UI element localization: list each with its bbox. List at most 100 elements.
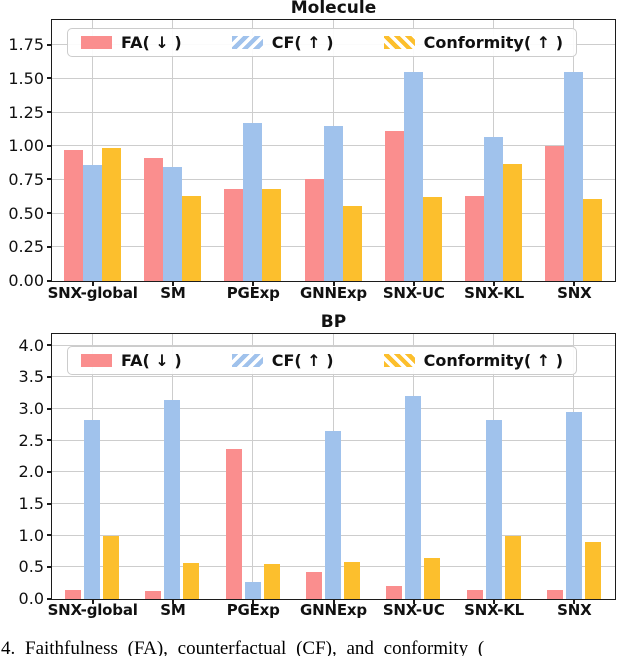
x-tick-mark: [493, 282, 496, 286]
bar-bp-fa-snx-kl: [466, 589, 483, 599]
y-tick-label: 1.0: [18, 525, 44, 545]
y-tick-label: 2.5: [18, 430, 44, 450]
x-tick-mark: [171, 600, 174, 604]
bar-bp-cf-snx-global: [84, 419, 101, 599]
x-tick-mark: [91, 600, 94, 604]
legend-item-cf: CF( ↑ ): [231, 33, 334, 52]
x-tick-label-snx: SNX: [557, 284, 592, 302]
y-tick-mark: [47, 77, 51, 80]
y-tick-label: 1.00: [8, 136, 44, 156]
bar-molecule-conformity-sm: [181, 196, 201, 281]
x-tick-label-snx-global: SNX-global: [47, 601, 138, 619]
bar-molecule-fa-gnnexp: [304, 178, 324, 281]
y-tick-mark: [47, 245, 51, 248]
y-tick-mark: [47, 565, 51, 568]
bar-bp-conformity-sm: [183, 562, 200, 599]
bar-bp-fa-snx: [546, 589, 563, 599]
x-tick-label-snx: SNX: [557, 601, 592, 619]
y-tick-mark: [47, 144, 51, 147]
gridline-horizontal: [52, 376, 615, 378]
y-tick-label: 0.75: [8, 169, 44, 189]
legend: FA( ↓ ) CF( ↑ ) Conformity( ↑ ): [67, 346, 577, 375]
x-tick-mark: [573, 282, 576, 286]
bar-bp-fa-pgexp: [225, 448, 242, 599]
x-tick-label-sm: SM: [160, 284, 186, 302]
gridline-vertical: [91, 20, 93, 281]
y-tick-mark: [47, 597, 51, 600]
bar-molecule-conformity-snx-uc: [422, 197, 442, 281]
bar-bp-cf-snx-uc: [405, 396, 422, 599]
x-tick-label-snx-uc: SNX-UC: [382, 284, 445, 302]
legend-swatch-cf: [231, 36, 263, 49]
legend-item-fa: FA( ↓ ): [81, 351, 182, 370]
bar-molecule-cf-snx-kl: [484, 136, 504, 281]
x-tick-label-snx-kl: SNX-KL: [464, 284, 525, 302]
bar-molecule-fa-snx-uc: [384, 131, 404, 281]
x-tick-label-pgexp: PGExp: [226, 601, 280, 619]
x-tick-mark: [171, 282, 174, 286]
y-tick-label: 0.25: [8, 237, 44, 257]
bar-bp-fa-sm: [145, 590, 162, 599]
chart-title-bp: BP: [320, 312, 347, 332]
bar-bp-cf-pgexp: [244, 581, 261, 599]
legend-label-conformity: Conformity( ↑ ): [423, 33, 563, 52]
y-tick-mark: [47, 407, 51, 410]
y-tick-mark: [47, 502, 51, 505]
y-tick-label: 0.0: [18, 589, 44, 608]
bar-molecule-conformity-snx-global: [101, 147, 121, 281]
x-tick-label-sm: SM: [160, 601, 186, 619]
bar-molecule-conformity-snx: [583, 198, 603, 281]
bar-bp-cf-snx-kl: [485, 419, 502, 599]
bar-molecule-conformity-snx-kl: [503, 163, 523, 281]
x-tick-label-snx-global: SNX-global: [47, 284, 138, 302]
bar-molecule-cf-pgexp: [243, 123, 263, 281]
legend-label-cf: CF( ↑ ): [271, 33, 334, 52]
y-tick-label: 0.5: [18, 557, 44, 577]
chart-title-molecule: Molecule: [290, 0, 377, 18]
bar-molecule-conformity-pgexp: [262, 189, 282, 281]
x-tick-mark: [573, 600, 576, 604]
bar-bp-cf-gnnexp: [325, 431, 341, 599]
y-tick-label: 2.0: [18, 462, 44, 482]
bar-bp-conformity-pgexp: [263, 564, 280, 599]
bar-molecule-cf-snx-global: [82, 165, 102, 281]
bar-molecule-fa-snx-global: [63, 150, 83, 281]
legend-item-conformity: Conformity( ↑ ): [383, 33, 563, 52]
x-tick-mark: [332, 282, 335, 286]
molecule-plot-area: FA( ↓ ) CF( ↑ ) Conformity( ↑ ): [51, 19, 616, 282]
legend-label-cf: CF( ↑ ): [271, 351, 334, 370]
gridline-horizontal: [52, 344, 615, 346]
y-tick-mark: [47, 178, 51, 181]
bar-bp-fa-snx-uc: [386, 586, 403, 599]
y-tick-label: 4.0: [18, 335, 44, 355]
legend-label-fa: FA( ↓ ): [121, 33, 182, 52]
bar-bp-cf-snx: [565, 412, 582, 599]
legend-swatch-conformity: [383, 354, 415, 367]
x-tick-mark: [91, 282, 94, 286]
bar-bp-cf-sm: [164, 399, 181, 599]
x-tick-label-snx-kl: SNX-KL: [464, 601, 525, 619]
x-tick-label-gnnexp: GNNExp: [300, 601, 367, 619]
x-tick-label-gnnexp: GNNExp: [300, 284, 367, 302]
y-tick-mark: [47, 111, 51, 114]
bar-molecule-fa-pgexp: [224, 189, 244, 281]
x-tick-mark: [332, 600, 335, 604]
y-tick-mark: [47, 534, 51, 537]
y-tick-mark: [47, 43, 51, 46]
bar-bp-conformity-snx: [584, 542, 601, 599]
gridline-horizontal: [52, 408, 615, 410]
x-tick-mark: [252, 282, 255, 286]
y-tick-label: 1.25: [8, 102, 44, 122]
legend-item-cf: CF( ↑ ): [231, 351, 334, 370]
bar-molecule-fa-snx: [545, 146, 565, 281]
bar-molecule-fa-sm: [143, 158, 163, 281]
y-tick-label: 1.75: [8, 35, 44, 55]
gridline-horizontal: [52, 77, 615, 79]
y-tick-mark: [47, 212, 51, 215]
bar-bp-conformity-snx-uc: [424, 557, 441, 599]
bp-plot-area: FA( ↓ ) CF( ↑ ) Conformity( ↑ ): [51, 333, 616, 600]
y-tick-mark: [47, 344, 51, 347]
y-tick-label: 1.50: [8, 68, 44, 88]
bar-molecule-cf-snx-uc: [403, 72, 423, 281]
